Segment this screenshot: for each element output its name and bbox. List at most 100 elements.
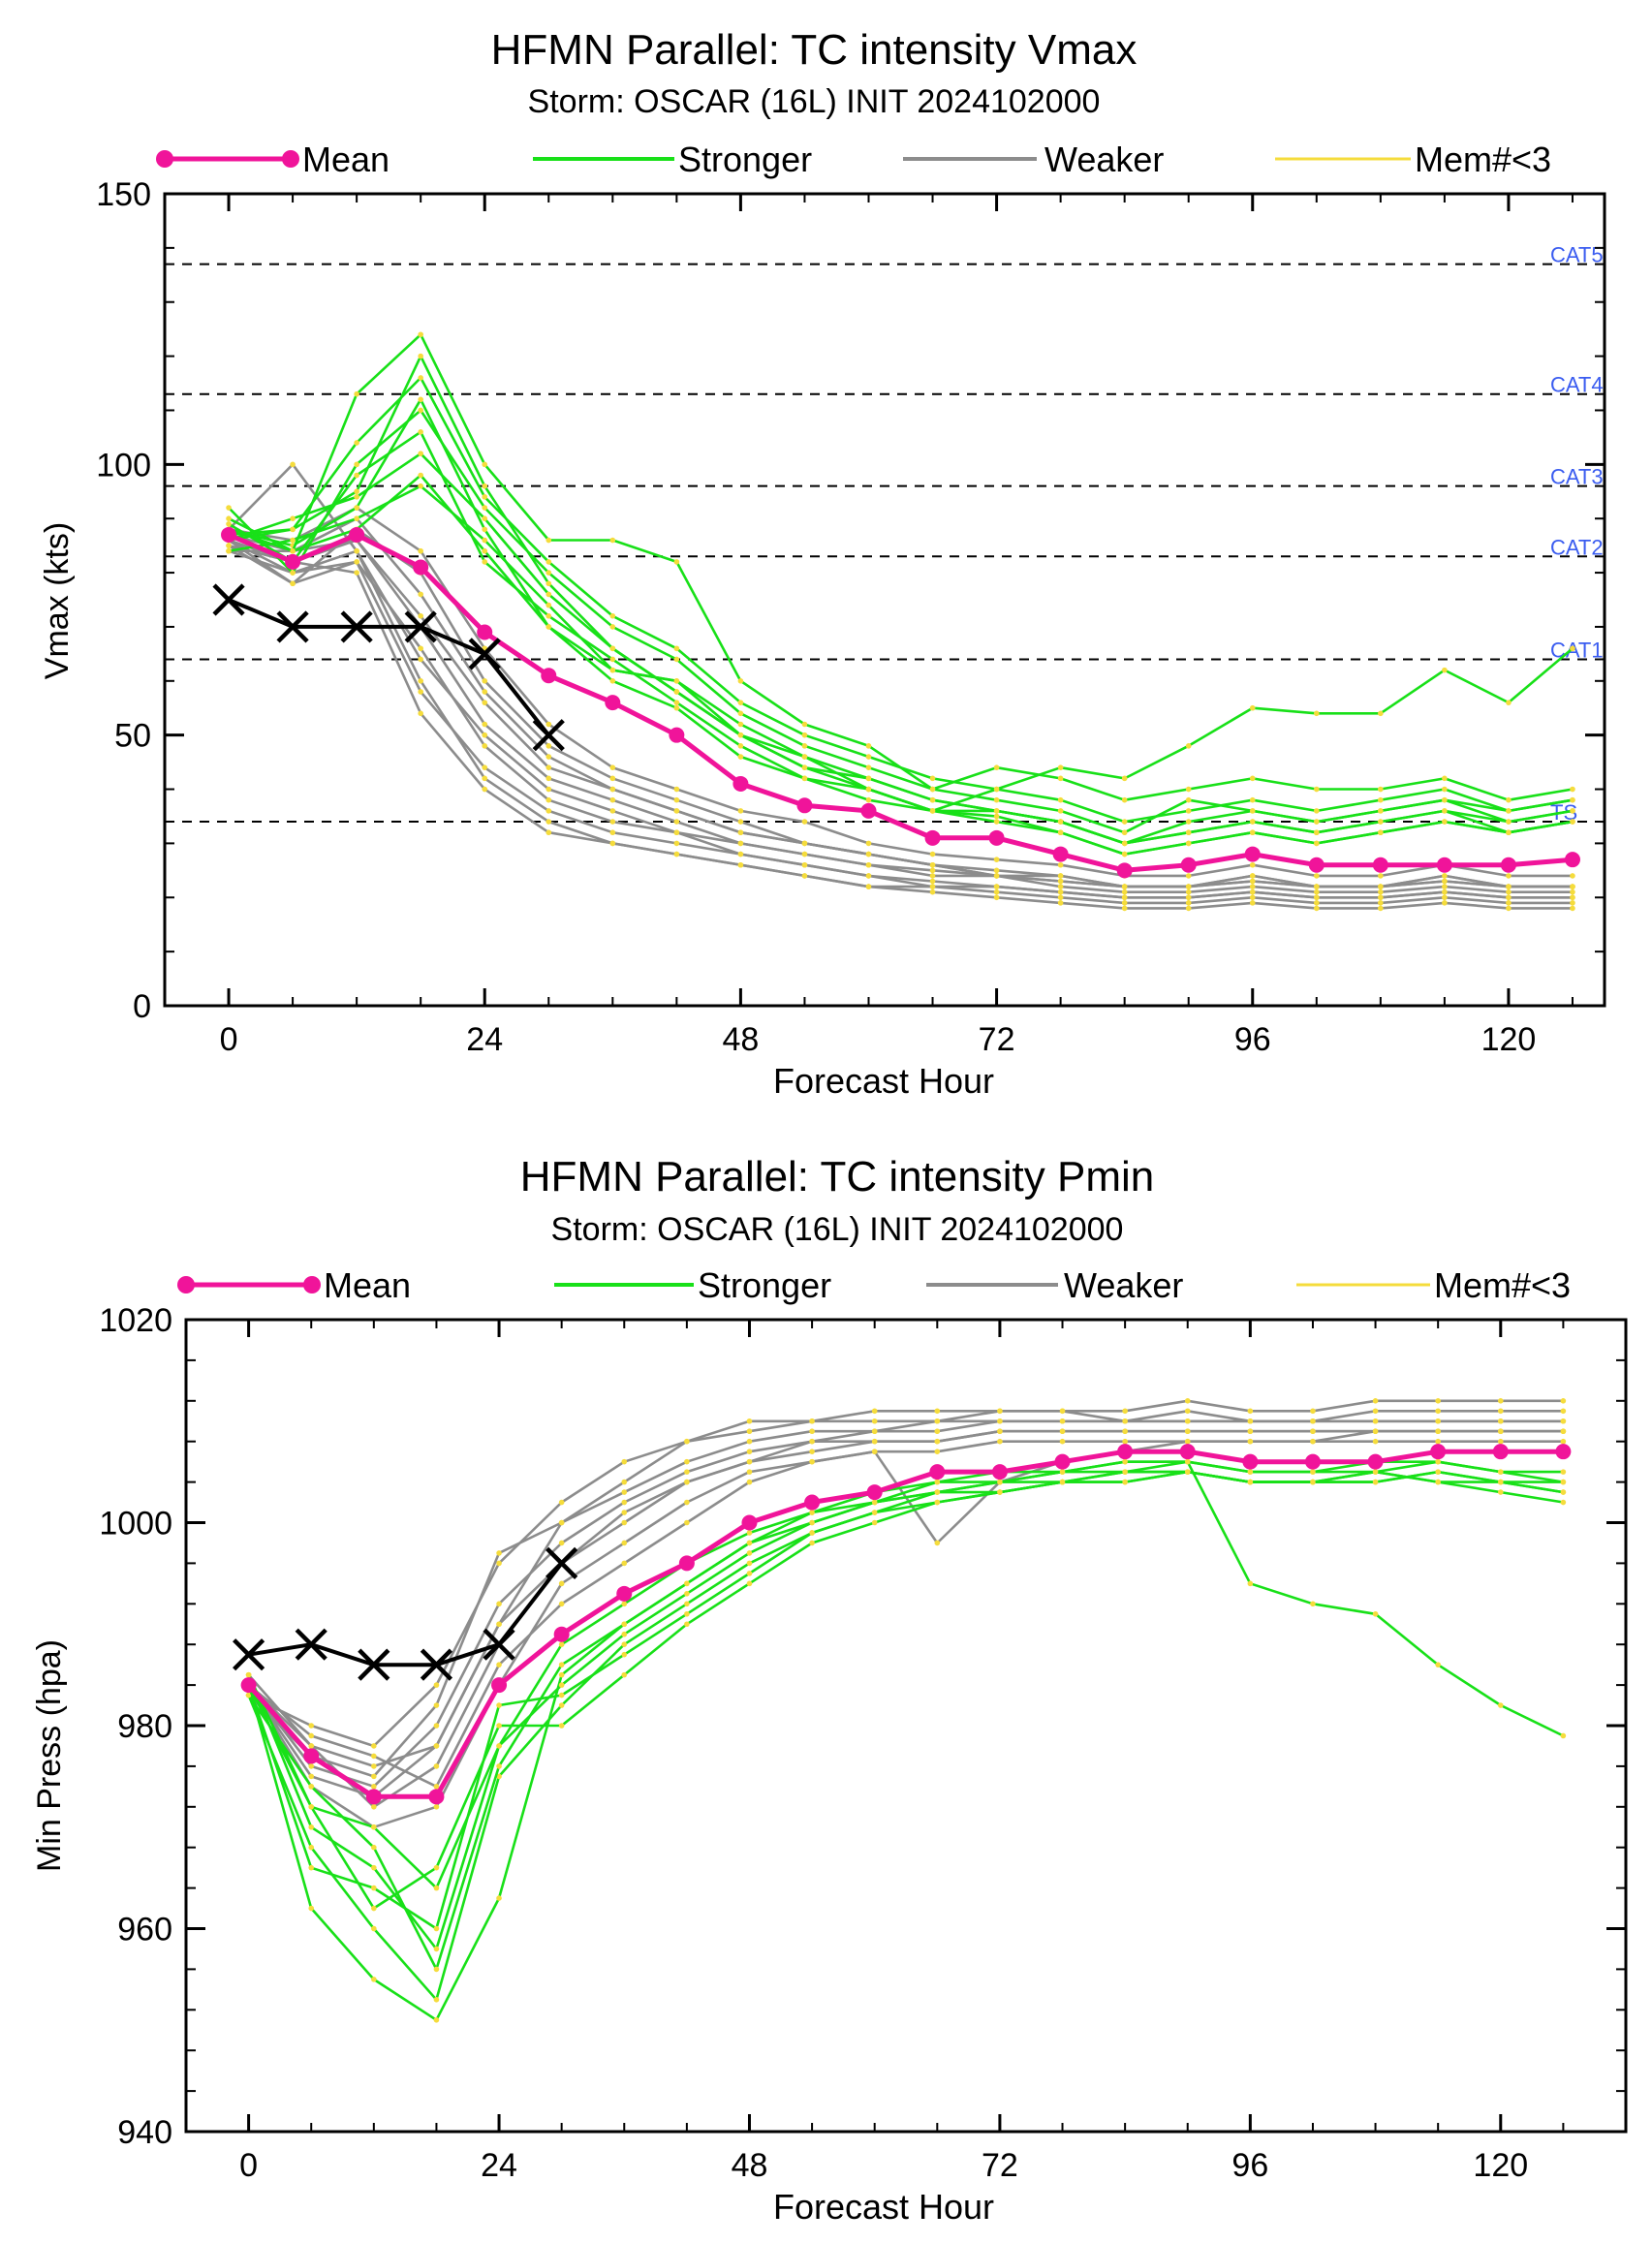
mean-point	[1500, 857, 1516, 873]
member-point	[1249, 873, 1256, 879]
x-tick-label: 96	[1231, 2147, 1268, 2184]
member-point	[1378, 829, 1384, 836]
member-point	[684, 1610, 690, 1617]
mean-point	[616, 1585, 633, 1602]
member-point	[371, 1743, 377, 1749]
member-point	[496, 1743, 502, 1749]
weaker-member-line	[228, 539, 1573, 899]
member-point	[433, 1682, 440, 1688]
member-point	[871, 1428, 878, 1435]
member-point	[545, 808, 552, 814]
member-point	[433, 1723, 440, 1729]
member-point	[673, 645, 680, 652]
member-point	[1442, 894, 1448, 901]
member-point	[371, 1977, 377, 1982]
member-point	[371, 1864, 377, 1871]
member-point	[1310, 1469, 1316, 1475]
member-point	[1121, 851, 1128, 857]
mean-point	[991, 1464, 1008, 1480]
observed-marker	[340, 610, 373, 643]
mean-point	[491, 1677, 508, 1694]
member-point	[746, 1449, 753, 1454]
member-point	[1378, 796, 1384, 803]
member-point	[1314, 819, 1320, 825]
observed-marker	[532, 719, 565, 752]
member-point	[1570, 796, 1575, 803]
member-point	[433, 1885, 440, 1891]
member-point	[1435, 1458, 1441, 1465]
member-point	[1497, 1702, 1504, 1708]
member-point	[558, 1499, 565, 1506]
member-point	[865, 840, 872, 847]
member-point	[1506, 819, 1512, 825]
member-point	[545, 559, 552, 565]
member-point	[609, 840, 616, 847]
member-point	[1249, 861, 1256, 868]
member-point	[1122, 1438, 1128, 1445]
member-point	[1121, 840, 1128, 847]
weaker-member-line	[228, 539, 1573, 899]
member-point	[496, 1895, 502, 1901]
member-point	[496, 1702, 502, 1708]
member-point	[865, 851, 872, 857]
member-point	[997, 1489, 1003, 1495]
member-point	[1442, 878, 1448, 885]
member-point	[418, 612, 423, 619]
member-point	[418, 689, 423, 695]
member-point	[1372, 1479, 1379, 1485]
member-point	[482, 786, 488, 793]
member-point	[1059, 1408, 1066, 1415]
member-point	[934, 1499, 941, 1506]
member-point	[371, 1753, 377, 1760]
member-point	[801, 851, 808, 857]
member-point	[929, 786, 936, 793]
member-point	[1442, 888, 1448, 895]
member-point	[1314, 873, 1320, 879]
member-point	[1435, 1398, 1441, 1404]
x-tick-label: 24	[481, 2147, 517, 2184]
member-point	[545, 829, 552, 836]
member-point	[621, 1560, 628, 1567]
member-point	[929, 775, 936, 782]
x-tick-label: 24	[466, 1021, 503, 1058]
member-point	[482, 515, 488, 521]
member-point	[482, 547, 488, 554]
ensemble-members	[245, 1398, 1567, 2023]
member-point	[809, 1438, 815, 1445]
member-point	[621, 1479, 628, 1485]
mean-point	[349, 526, 365, 543]
member-point	[1247, 1580, 1254, 1587]
member-point	[929, 851, 936, 857]
member-point	[1185, 786, 1192, 793]
member-point	[496, 1550, 502, 1556]
member-point	[1314, 900, 1320, 906]
member-point	[737, 851, 744, 857]
member-point	[1560, 1489, 1567, 1495]
member-point	[934, 1540, 941, 1546]
member-point	[545, 775, 552, 782]
threshold-label: CAT1	[1550, 638, 1604, 662]
member-point	[1442, 900, 1448, 906]
member-point	[1497, 1398, 1504, 1404]
mean-point	[678, 1555, 695, 1572]
member-point	[1570, 905, 1575, 912]
member-point	[993, 888, 1000, 895]
member-point	[737, 754, 744, 760]
member-point	[545, 721, 552, 728]
member-point	[433, 1966, 440, 1973]
member-point	[1249, 796, 1256, 803]
member-point	[865, 786, 872, 793]
member-point	[1506, 796, 1512, 803]
member-point	[1570, 645, 1575, 652]
member-point	[482, 559, 488, 565]
member-point	[1378, 786, 1384, 793]
member-point	[482, 678, 488, 684]
member-point	[865, 884, 872, 889]
member-point	[545, 743, 552, 749]
observed-track	[233, 1546, 578, 1681]
member-point	[801, 754, 808, 760]
member-point	[865, 796, 872, 803]
member-point	[609, 786, 616, 793]
member-point	[1122, 1408, 1128, 1415]
member-point	[609, 808, 616, 814]
